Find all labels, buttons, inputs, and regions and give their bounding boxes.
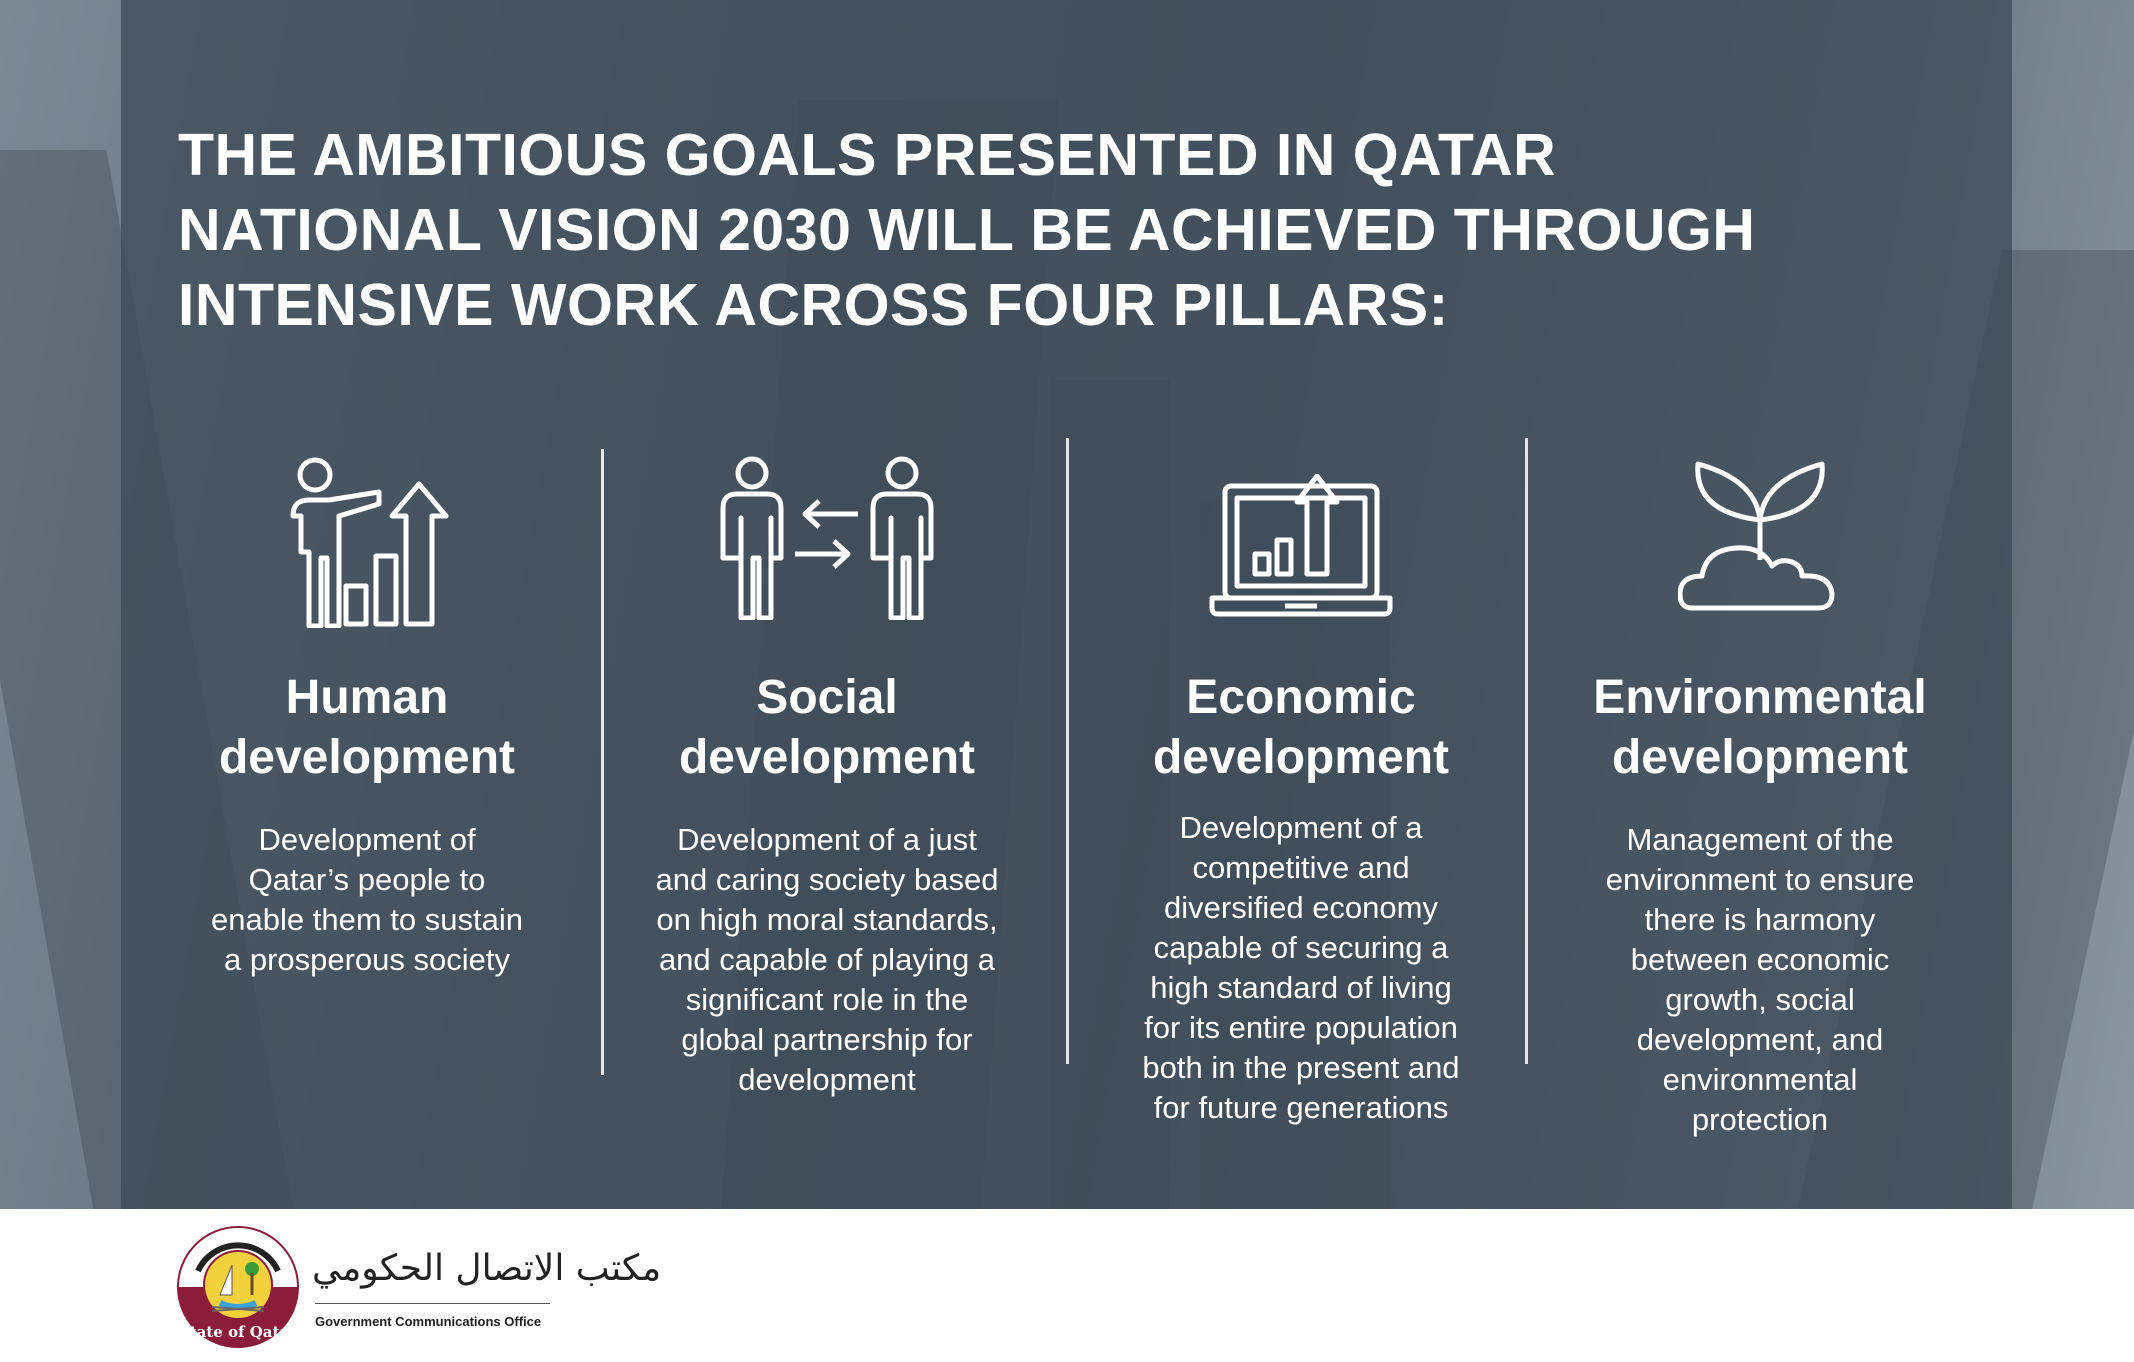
logo-divider	[315, 1303, 550, 1304]
headline-line: THE AMBITIOUS GOALS PRESENTED IN QATAR	[178, 122, 1557, 188]
headline: THE AMBITIOUS GOALS PRESENTED IN QATAR N…	[178, 118, 1978, 343]
plant-sprout-icon	[1678, 461, 1835, 611]
pillar-heading: Social development	[678, 671, 976, 784]
pillar-environmental: Environmental development Management of t…	[1540, 456, 1980, 1137]
pillar-heading: Economic development	[1152, 671, 1450, 784]
state-of-qatar-emblem: State of Qatar	[177, 1226, 299, 1348]
pillar-human: Human development Development of Qatar’s p…	[147, 456, 587, 977]
headline-line: NATIONAL VISION 2030 WILL BE ACHIEVED TH…	[178, 197, 1756, 263]
office-arabic-name: مكتب الاتصال الحكومي	[312, 1248, 662, 1289]
office-english-name: Government Communications Office	[315, 1314, 542, 1329]
headline-line: INTENSIVE WORK ACROSS FOUR PILLARS:	[178, 272, 1449, 338]
column-divider	[601, 449, 604, 1075]
pillar-description: Management of the environment to ensure th…	[1605, 822, 1915, 1137]
pillar-heading: Human development	[218, 671, 516, 784]
column-divider	[1066, 438, 1069, 1064]
pillar-heading: Environmental development	[1593, 671, 1927, 784]
pillar-description: Development of a competitive and diversifi…	[1142, 810, 1460, 1125]
column-divider	[1525, 438, 1528, 1064]
person-growth-chart-icon	[290, 457, 449, 628]
pillar-social: Social development Development of a just a…	[607, 456, 1047, 1097]
pillar-description: Development of a just and caring society …	[655, 822, 999, 1097]
laptop-growth-chart-icon	[1209, 474, 1393, 617]
svg-text:State of Qatar: State of Qatar	[179, 1323, 298, 1341]
pillar-description: Development of Qatar’s people to enable th…	[211, 822, 523, 977]
pillar-economic: Economic development Development of a comp…	[1081, 456, 1521, 1125]
footer	[0, 1209, 2134, 1362]
people-exchange-icon	[720, 456, 934, 620]
